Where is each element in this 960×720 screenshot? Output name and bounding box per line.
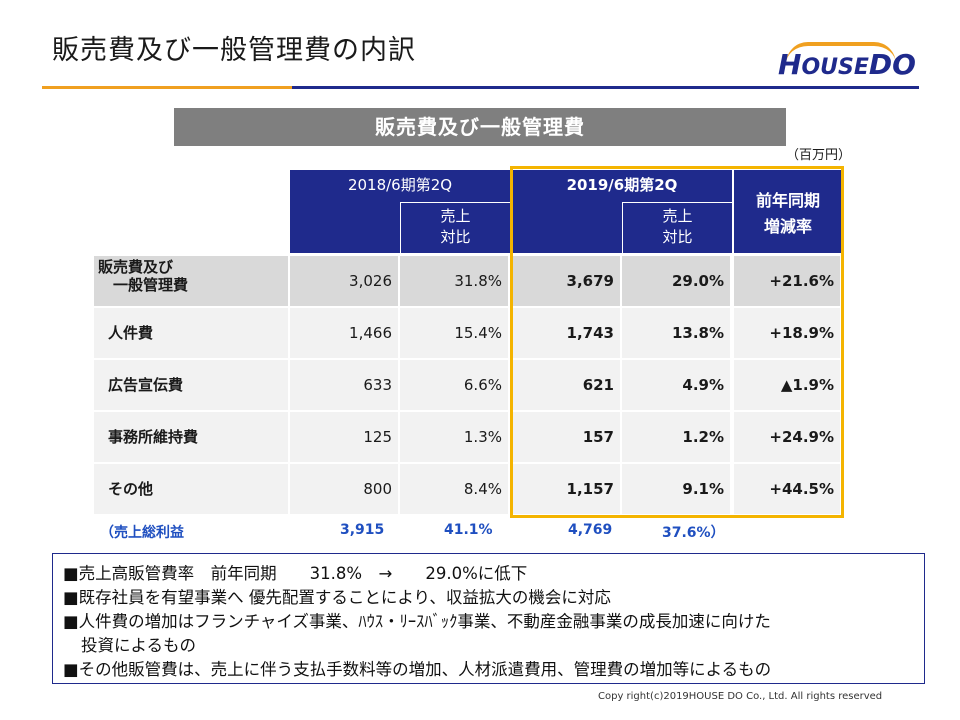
row-label: その他 (94, 464, 288, 514)
value-2019: 157 (512, 412, 620, 462)
section-title-bar: 販売費及び一般管理費 (174, 108, 786, 146)
note-line: ■人件費の増加はフランチャイズ事業、ﾊｳｽ・ﾘｰｽﾊﾞｯｸ事業、不動産金融事業の… (63, 612, 771, 631)
gross-profit-2019-ratio: 37.6%） (662, 525, 725, 541)
ratio-2018: 31.8% (400, 256, 508, 306)
gross-profit-2019: 4,769 (568, 522, 613, 538)
note-line: ■その他販管費は、売上に伴う支払手数料等の増加、人材派遣費用、管理費の増加等によ… (63, 660, 772, 679)
value-2018: 1,466 (290, 308, 398, 358)
yoy-change: ▲1.9% (734, 360, 840, 410)
yoy-change: +21.6% (734, 256, 840, 306)
value-2018: 633 (290, 360, 398, 410)
ratio-2018: 8.4% (400, 464, 508, 514)
header-2019-blank (512, 202, 622, 253)
header-yoy: 前年同期 増減率 (734, 170, 842, 253)
logo-text: HOUSEDO (778, 48, 916, 81)
header-2019-ratio: 売上 対比 (622, 202, 732, 253)
yoy-change: +24.9% (734, 412, 840, 462)
row-label: 販売費及び 一般管理費 (94, 256, 288, 306)
value-2019: 621 (512, 360, 620, 410)
ratio-2019: 9.1% (622, 464, 730, 514)
yoy-change: +44.5% (734, 464, 840, 514)
copyright: Copy right(c)2019HOUSE DO Co., Ltd. All … (598, 691, 883, 702)
value-2019: 1,157 (512, 464, 620, 514)
house-do-logo: HOUSEDO (772, 42, 916, 82)
value-2018: 800 (290, 464, 398, 514)
value-2019: 3,679 (512, 256, 620, 306)
note-line: ■既存社員を有望事業へ 優先配置することにより、収益拡大の機会に対応 (63, 588, 611, 607)
ratio-2018: 6.6% (400, 360, 508, 410)
header-2018-label: 2018/6期第2Q (347, 176, 453, 194)
page-title: 販売費及び一般管理費の内訳 (52, 35, 416, 66)
header-2018-blank (290, 202, 400, 253)
logo-swoosh (786, 42, 896, 64)
gross-profit-2018: 3,915 (340, 522, 385, 538)
ratio-2019: 29.0% (622, 256, 730, 306)
header-rule-navy (292, 86, 919, 89)
note-line: ■売上高販管費率 前年同期 31.8% → 29.0%に低下 (63, 564, 528, 583)
header-rule-orange (42, 86, 292, 89)
unit-note: （百万円） (786, 148, 852, 163)
notes-box: ■売上高販管費率 前年同期 31.8% → 29.0%に低下 ■既存社員を有望事… (52, 553, 925, 684)
row-label: 事務所維持費 (94, 412, 288, 462)
row-label: 広告宣伝費 (94, 360, 288, 410)
ratio-2019: 13.8% (622, 308, 730, 358)
header-2019-label: 2019/6期第2Q (566, 176, 678, 194)
header-2018-ratio: 売上 対比 (400, 202, 510, 253)
value-2018: 3,026 (290, 256, 398, 306)
ratio-2019: 1.2% (622, 412, 730, 462)
yoy-change: +18.9% (734, 308, 840, 358)
value-2018: 125 (290, 412, 398, 462)
ratio-2018: 15.4% (400, 308, 508, 358)
ratio-2019: 4.9% (622, 360, 730, 410)
ratio-2018: 1.3% (400, 412, 508, 462)
header-2019: 2019/6期第2Q (512, 170, 732, 202)
gross-profit-label: （売上総利益 (100, 525, 184, 541)
note-line: 投資によるもの (81, 636, 197, 655)
gross-profit-2018-ratio: 41.1% (444, 522, 493, 538)
header-2018: 2018/6期第2Q (290, 170, 510, 202)
value-2019: 1,743 (512, 308, 620, 358)
row-label: 人件費 (94, 308, 288, 358)
highlight-box-2019 (510, 166, 844, 518)
